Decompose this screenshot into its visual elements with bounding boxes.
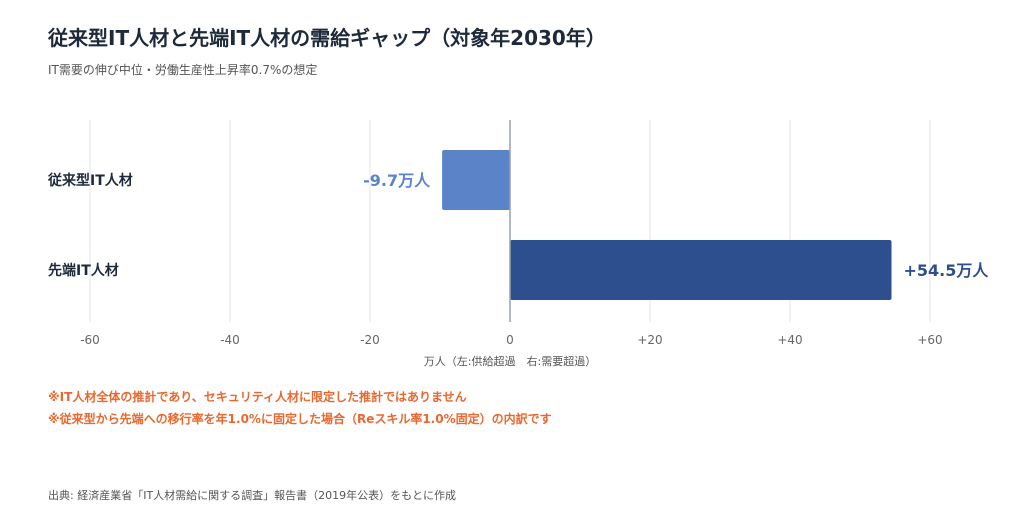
x-tick-label: +60 xyxy=(917,333,942,347)
note-scope: ※IT人材全体の推計であり、セキュリティ人材に限定した推計ではありません xyxy=(48,390,467,404)
category-label: 先端IT人材 xyxy=(48,262,119,279)
x-tick-label: -60 xyxy=(80,333,100,347)
x-tick-label: +20 xyxy=(637,333,662,347)
chart-subtitle: IT需要の伸び中位・労働生産性上昇率0.7%の想定 xyxy=(48,63,318,77)
note-reskill-rate: ※従来型から先端への移行率を年1.0%に固定した場合（Reスキル率1.0%固定）… xyxy=(48,412,552,426)
data-label: -9.7万人 xyxy=(363,171,431,190)
x-tick-label: -40 xyxy=(220,333,240,347)
source-citation: 出典: 経済産業省「IT人材需給に関する調査」報告書（2019年公表）をもとに作… xyxy=(48,489,456,502)
x-tick-label: +40 xyxy=(777,333,802,347)
x-axis-label: 万人（左:供給超過 右:需要超過） xyxy=(424,354,596,368)
chart-title: 従来型IT人材と先端IT人材の需給ギャップ（対象年2030年） xyxy=(48,26,606,50)
bar xyxy=(442,150,510,210)
x-tick-label: -20 xyxy=(360,333,380,347)
data-label: +54.5万人 xyxy=(904,261,990,280)
bar xyxy=(510,240,892,300)
x-tick-label: 0 xyxy=(506,333,514,347)
category-label: 従来型IT人材 xyxy=(47,172,133,189)
